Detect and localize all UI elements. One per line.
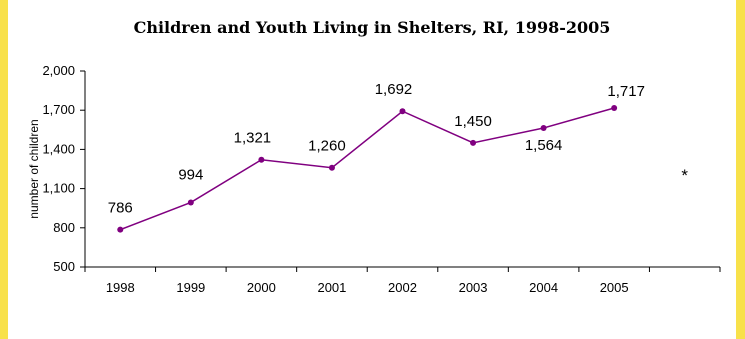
x-tick-label: 1999: [176, 280, 205, 295]
footnote-asterisk: *: [681, 166, 688, 185]
y-axis-label: number of children: [27, 119, 41, 218]
data-label: 1,260: [308, 138, 346, 155]
data-point: [187, 199, 194, 206]
chart-title: Children and Youth Living in Shelters, R…: [133, 18, 611, 37]
data-point: [117, 226, 124, 233]
x-tick-label: 2005: [600, 280, 629, 295]
x-tick-label: 2004: [529, 280, 558, 295]
data-label: 1,450: [454, 113, 492, 130]
data-label: 1,717: [607, 83, 645, 100]
y-tick-label: 1,700: [42, 102, 75, 117]
data-point: [611, 104, 618, 111]
y-tick-label: 1,100: [42, 181, 75, 196]
data-label: 994: [178, 166, 203, 183]
data-label: 1,321: [234, 130, 272, 147]
x-tick-label: 2000: [247, 280, 276, 295]
y-tick-label: 500: [53, 259, 75, 274]
data-point: [258, 156, 265, 163]
data-point: [540, 124, 547, 131]
data-point: [328, 164, 335, 171]
series-line: [120, 107, 615, 231]
data-point: [399, 108, 406, 115]
x-tick-label: 2002: [388, 280, 417, 295]
x-tick-label: 2003: [459, 280, 488, 295]
data-label: 1,692: [375, 81, 413, 98]
data-label: 786: [108, 200, 133, 217]
y-tick-label: 1,400: [42, 141, 75, 156]
x-tick-label: 1998: [106, 280, 135, 295]
x-tick-label: 2001: [317, 280, 346, 295]
y-tick-label: 2,000: [42, 63, 75, 78]
data-point: [470, 139, 477, 146]
data-label: 1,564: [525, 137, 563, 154]
chart-panel: [8, 0, 736, 339]
y-tick-label: 800: [53, 220, 75, 235]
